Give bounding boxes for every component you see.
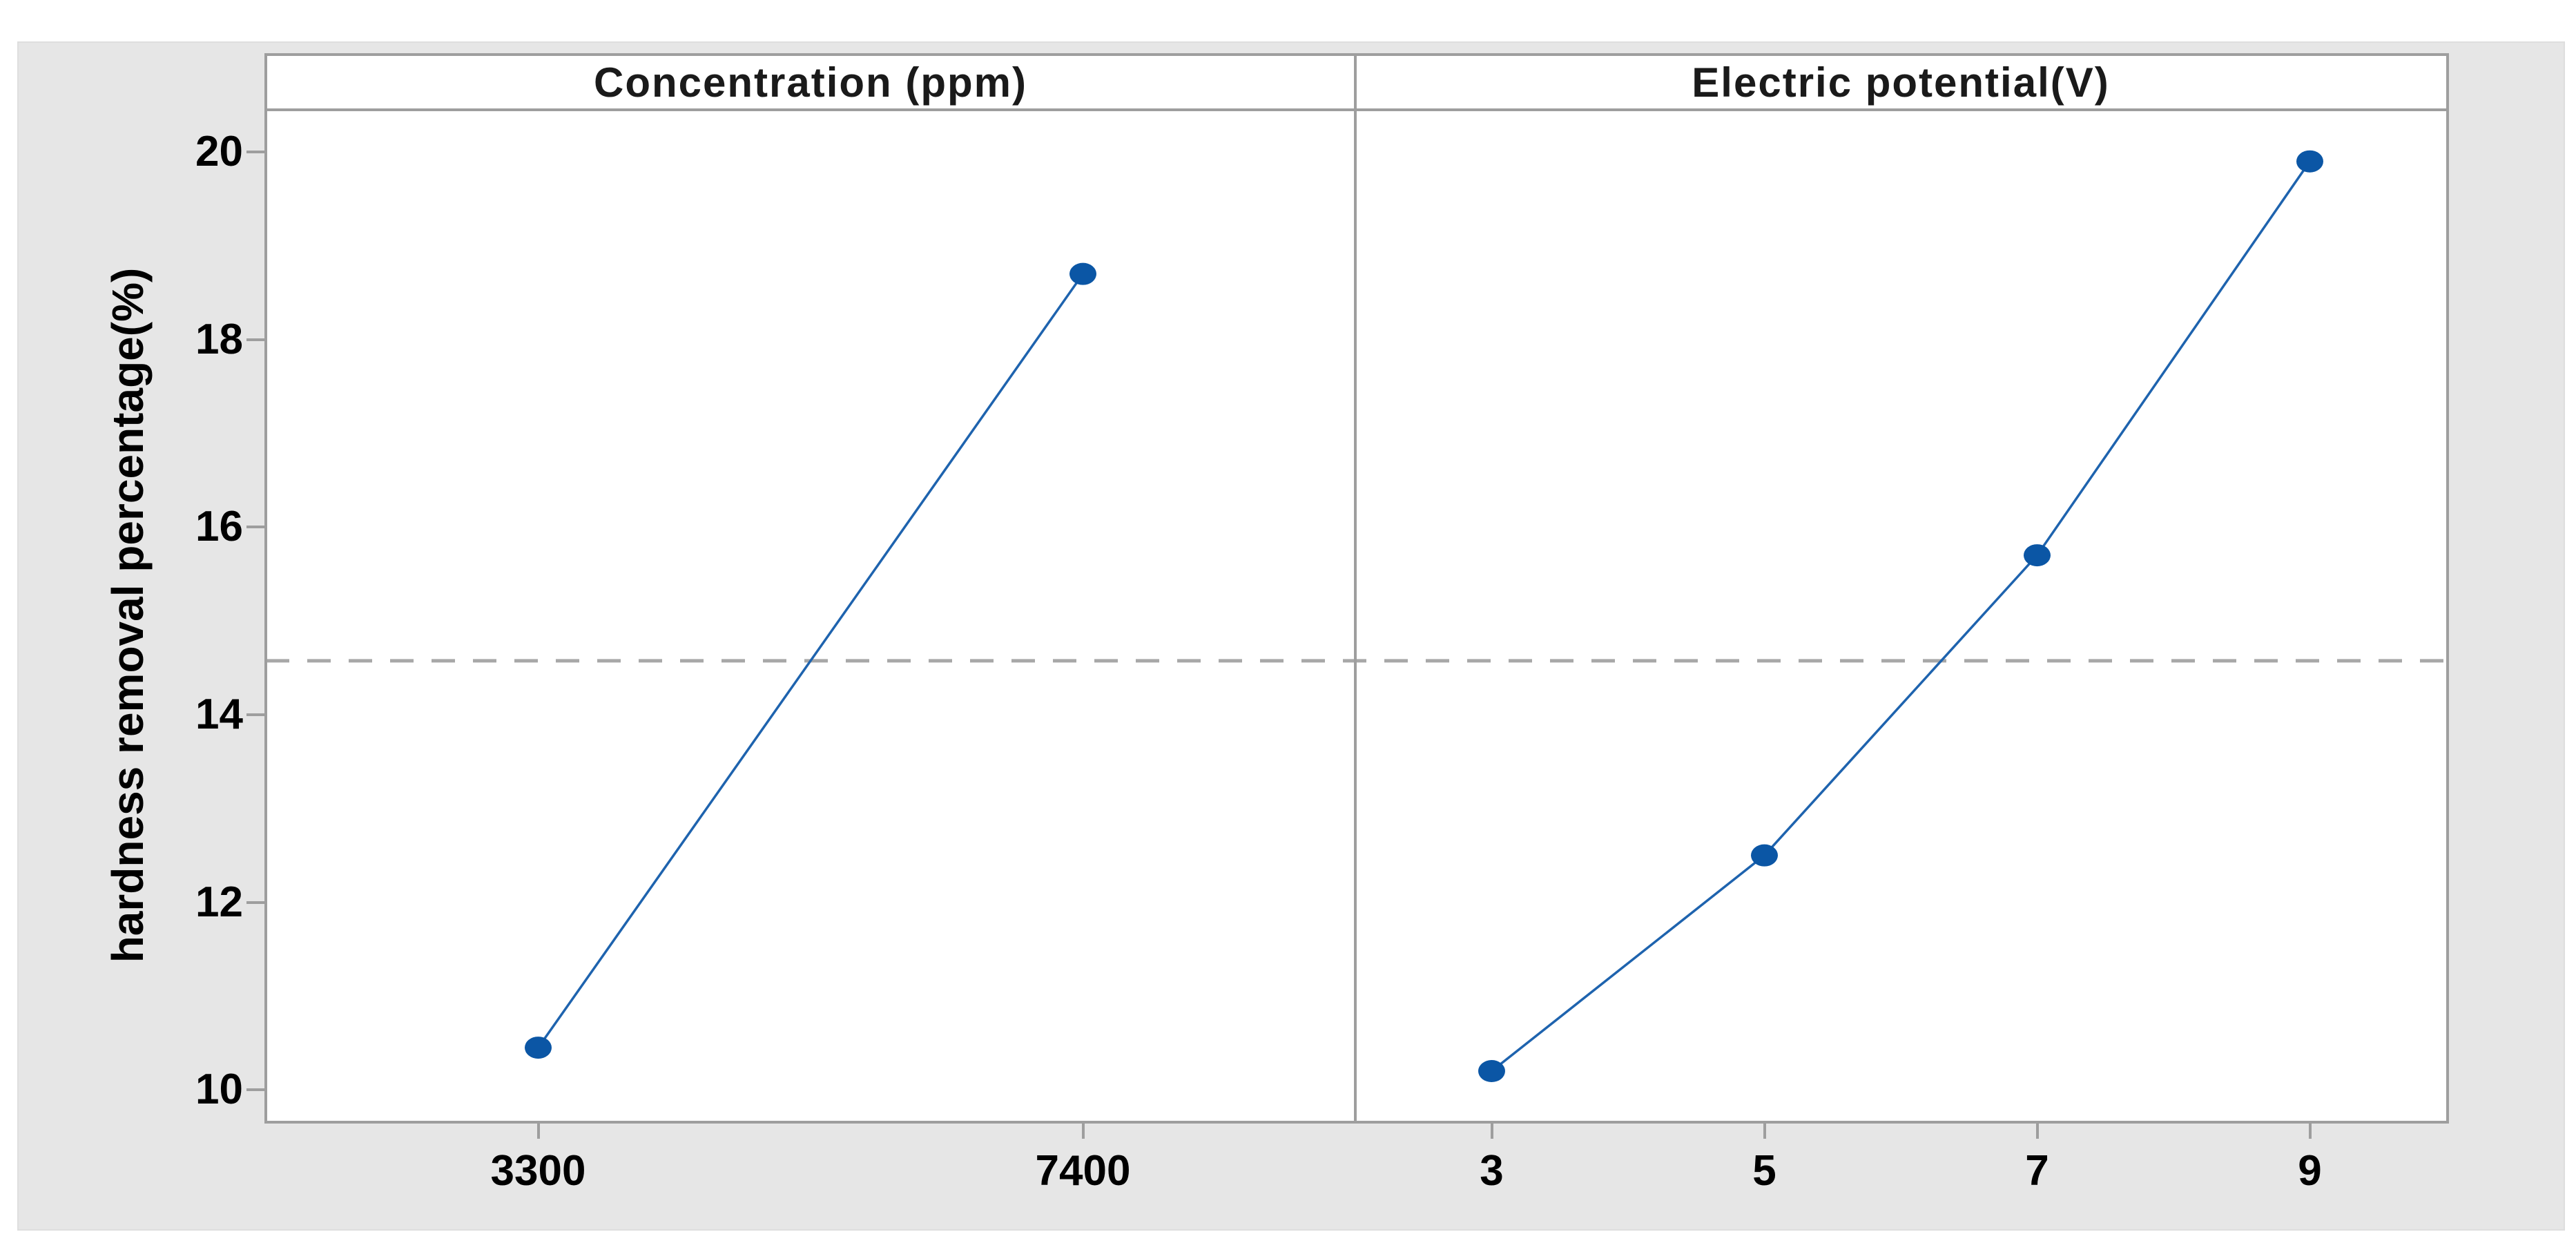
y-tick-mark: [246, 338, 266, 341]
panel-header-concentration: Concentration (ppm): [266, 55, 1355, 110]
header-separator-line: [264, 108, 2449, 111]
x-tick-label: 5: [1752, 1147, 1776, 1195]
y-tick-label: 20: [195, 128, 243, 176]
y-tick-label: 18: [195, 315, 243, 363]
panel-divider-line: [1354, 55, 1357, 1121]
y-tick-mark: [246, 151, 266, 154]
x-tick-mark: [2035, 1121, 2039, 1139]
x-tick-mark: [1763, 1121, 1766, 1139]
panel-header-electric-potential: Electric potential(V): [1355, 55, 2446, 110]
x-tick-label: 9: [2298, 1147, 2322, 1195]
data-point-marker: [2024, 544, 2051, 567]
data-point-marker: [2296, 150, 2323, 173]
x-tick-label: 3300: [490, 1147, 586, 1195]
x-tick-mark: [1490, 1121, 1493, 1139]
panel-title-concentration: Concentration (ppm): [594, 59, 1027, 106]
x-tick-mark: [1081, 1121, 1085, 1139]
series-line: [537, 273, 1084, 1049]
x-tick-mark: [536, 1121, 540, 1139]
x-tick-label: 3: [1480, 1147, 1504, 1195]
data-point-marker: [525, 1037, 552, 1059]
y-tick-label: 10: [195, 1066, 243, 1114]
y-tick-mark: [246, 526, 266, 529]
x-tick-label: 7400: [1035, 1147, 1131, 1195]
y-tick-label: 12: [195, 878, 243, 926]
y-tick-label: 14: [195, 690, 243, 738]
y-tick-mark: [246, 713, 266, 716]
y-axis-label: hardness removal percentage(%): [103, 267, 153, 963]
y-tick-mark: [246, 901, 266, 904]
x-tick-mark: [2308, 1121, 2312, 1139]
data-point-marker: [1751, 844, 1778, 867]
data-point-marker: [1478, 1060, 1505, 1083]
data-point-marker: [1069, 262, 1096, 285]
y-tick-label: 16: [195, 503, 243, 551]
panel-title-electric-potential: Electric potential(V): [1692, 59, 2110, 106]
series-line: [1491, 160, 2311, 1072]
x-tick-label: 7: [2025, 1147, 2049, 1195]
y-tick-mark: [246, 1088, 266, 1092]
